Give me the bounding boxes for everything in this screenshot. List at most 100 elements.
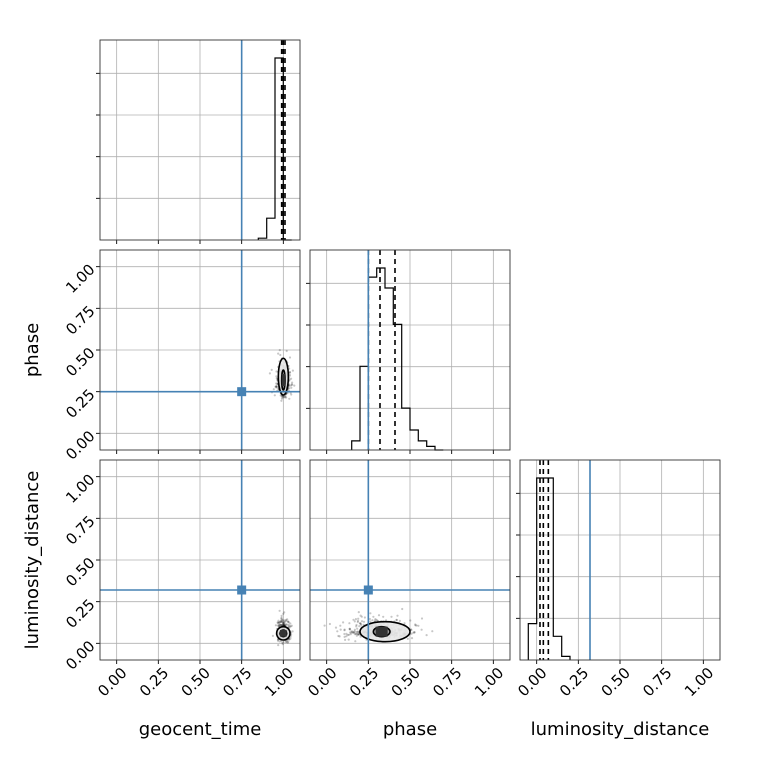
- sample-point: [291, 369, 294, 372]
- sample-point: [277, 352, 280, 355]
- sample-point: [282, 612, 285, 616]
- sample-point: [272, 388, 275, 391]
- sample-point: [275, 385, 278, 388]
- sample-point: [290, 393, 293, 396]
- sample-point: [358, 625, 361, 628]
- truth-marker: [237, 585, 247, 595]
- sample-point: [280, 620, 283, 623]
- sample-point: [280, 620, 283, 624]
- sample-point: [368, 617, 371, 621]
- sample-point: [271, 634, 274, 638]
- sample-point: [352, 631, 356, 634]
- sample-point: [288, 356, 292, 359]
- sample-point: [288, 371, 292, 374]
- sample-point: [353, 620, 356, 623]
- sample-point: [279, 623, 282, 626]
- sample-point: [289, 637, 292, 640]
- sample-point: [354, 632, 357, 636]
- sample-point: [280, 617, 283, 620]
- sample-point: [281, 623, 284, 626]
- sample-point: [420, 617, 424, 620]
- sample-point: [279, 623, 282, 627]
- sample-point: [323, 624, 326, 627]
- x-tick-label: 0.50: [598, 664, 634, 700]
- sample-point: [283, 395, 286, 398]
- sample-point: [280, 619, 283, 622]
- sample-point: [401, 607, 404, 611]
- sample-point: [274, 624, 277, 627]
- sample-point: [277, 621, 280, 624]
- sample-point: [291, 381, 294, 384]
- sample-point: [345, 635, 348, 638]
- sample-point: [283, 611, 286, 614]
- sample-point: [348, 622, 351, 625]
- sample-point: [288, 638, 291, 641]
- density-peak: [280, 630, 287, 637]
- sample-point: [282, 623, 285, 627]
- x-tick-label: 0.25: [136, 664, 172, 700]
- sample-point: [410, 628, 413, 632]
- sample-point: [395, 618, 398, 621]
- sample-point: [276, 639, 280, 642]
- sample-point: [277, 644, 280, 647]
- sample-point: [288, 384, 291, 387]
- histogram-geocent_time: [257, 57, 292, 241]
- sample-point: [355, 631, 358, 634]
- sample-point: [357, 630, 360, 634]
- sample-point: [288, 371, 291, 374]
- sample-point: [277, 622, 280, 625]
- sample-point: [275, 385, 278, 388]
- sample-point: [290, 624, 293, 627]
- sample-point: [336, 630, 339, 633]
- sample-point: [345, 632, 348, 636]
- sample-point: [285, 623, 288, 626]
- sample-point: [369, 612, 372, 615]
- sample-point: [283, 623, 286, 627]
- panel-frame: [309, 249, 511, 451]
- sample-point: [279, 620, 282, 623]
- sample-point: [406, 637, 409, 640]
- sample-point: [282, 396, 285, 399]
- sample-point: [278, 621, 281, 624]
- sample-point: [278, 349, 281, 352]
- sample-point: [396, 614, 399, 617]
- sample-point: [278, 609, 281, 612]
- sample-point: [275, 370, 278, 373]
- density-peak: [281, 374, 285, 386]
- sample-point: [279, 620, 282, 623]
- sample-point: [285, 349, 288, 353]
- sample-point: [283, 624, 286, 627]
- sample-point: [348, 627, 351, 631]
- sample-point: [275, 385, 278, 388]
- sample-point: [359, 635, 362, 638]
- sample-point: [286, 392, 289, 395]
- sample-point: [355, 632, 358, 635]
- sample-point: [280, 399, 283, 402]
- truth-marker: [363, 585, 373, 595]
- sample-point: [275, 382, 278, 385]
- y-tick-label: 0.75: [62, 302, 98, 338]
- panel-frame: [99, 39, 301, 241]
- sample-point: [276, 624, 279, 627]
- sample-point: [349, 631, 352, 634]
- sample-point: [410, 632, 413, 635]
- sample-point: [281, 621, 284, 624]
- sample-point: [355, 623, 358, 627]
- x-tick-label: 0.75: [219, 664, 255, 700]
- sample-point: [339, 624, 342, 627]
- sample-point: [347, 638, 350, 641]
- sample-point: [414, 623, 417, 626]
- x-axis-label: luminosity_distance: [531, 719, 710, 740]
- sample-point: [415, 624, 418, 627]
- sample-point: [278, 623, 281, 627]
- x-tick-label: 0.00: [94, 664, 130, 700]
- sample-point: [280, 623, 283, 627]
- sample-point: [369, 620, 372, 623]
- truth-marker: [237, 387, 247, 397]
- sample-point: [282, 623, 285, 626]
- sample-point: [277, 619, 280, 622]
- sample-point: [349, 628, 352, 631]
- sample-point: [281, 621, 284, 624]
- sample-point: [288, 374, 291, 377]
- sample-point: [357, 611, 360, 614]
